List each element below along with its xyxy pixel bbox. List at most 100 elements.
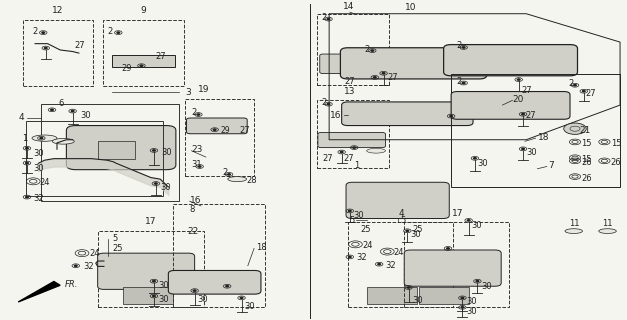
Text: 30: 30: [411, 230, 421, 239]
Text: 28: 28: [246, 176, 256, 185]
Circle shape: [371, 50, 374, 51]
FancyBboxPatch shape: [404, 250, 501, 286]
Text: 18: 18: [537, 133, 549, 142]
Circle shape: [228, 174, 230, 175]
Circle shape: [349, 210, 351, 212]
Text: 2: 2: [456, 41, 461, 50]
Circle shape: [340, 151, 343, 153]
Ellipse shape: [599, 229, 616, 234]
Bar: [41, 103, 179, 201]
FancyBboxPatch shape: [318, 132, 386, 148]
Text: 27: 27: [521, 86, 532, 95]
Circle shape: [140, 65, 143, 66]
Circle shape: [40, 138, 43, 139]
Ellipse shape: [52, 139, 74, 144]
Text: 10: 10: [404, 3, 416, 12]
Bar: [185, 99, 254, 176]
Text: 30: 30: [471, 221, 482, 230]
Text: 9: 9: [140, 6, 146, 15]
Text: 32: 32: [386, 260, 396, 270]
Text: 12: 12: [52, 6, 63, 15]
Circle shape: [476, 281, 479, 282]
FancyBboxPatch shape: [451, 92, 570, 119]
Text: 29: 29: [122, 64, 132, 73]
Text: 24: 24: [362, 241, 373, 250]
Text: 15: 15: [581, 155, 592, 164]
Bar: [317, 14, 389, 84]
Circle shape: [406, 230, 409, 231]
Bar: [172, 204, 265, 307]
Text: 8: 8: [189, 205, 195, 214]
Text: 30: 30: [33, 149, 44, 158]
Text: 27: 27: [586, 89, 596, 98]
Text: 30: 30: [353, 212, 364, 220]
FancyBboxPatch shape: [98, 253, 194, 289]
Bar: [98, 141, 135, 159]
Text: 26: 26: [581, 174, 592, 183]
Text: 25: 25: [112, 244, 122, 253]
Text: 30: 30: [413, 296, 423, 305]
Text: 27: 27: [75, 41, 85, 50]
Circle shape: [213, 129, 216, 130]
Circle shape: [197, 114, 200, 115]
Bar: [98, 231, 204, 307]
Circle shape: [154, 183, 157, 184]
FancyBboxPatch shape: [66, 125, 176, 170]
Bar: [26, 121, 164, 196]
Circle shape: [517, 79, 520, 80]
Text: 30: 30: [481, 282, 492, 291]
Text: 15: 15: [581, 139, 592, 148]
Text: 27: 27: [525, 111, 535, 120]
Text: 30: 30: [466, 298, 477, 307]
Text: 30: 30: [161, 183, 171, 192]
Ellipse shape: [228, 177, 246, 182]
Text: 32: 32: [33, 194, 44, 203]
Bar: [348, 222, 453, 307]
Text: 32: 32: [83, 262, 94, 271]
Circle shape: [446, 248, 450, 249]
Text: 25: 25: [413, 225, 423, 234]
Text: 20: 20: [512, 95, 524, 104]
Circle shape: [462, 82, 465, 84]
Circle shape: [26, 148, 28, 149]
FancyBboxPatch shape: [340, 48, 487, 79]
Text: 16: 16: [330, 111, 342, 120]
Text: 2: 2: [321, 98, 326, 107]
Text: 19: 19: [198, 85, 209, 94]
Circle shape: [473, 158, 477, 159]
Bar: [103, 20, 184, 86]
Circle shape: [450, 116, 453, 117]
FancyBboxPatch shape: [186, 118, 247, 134]
Text: 16: 16: [189, 196, 201, 205]
Circle shape: [117, 32, 120, 33]
Text: 30: 30: [162, 148, 172, 157]
Circle shape: [327, 19, 330, 20]
Circle shape: [461, 297, 464, 299]
Circle shape: [327, 103, 330, 105]
Circle shape: [522, 114, 524, 115]
Bar: [317, 100, 389, 168]
Text: 17: 17: [451, 209, 463, 218]
Text: 1: 1: [22, 134, 27, 143]
Text: 5: 5: [401, 216, 406, 225]
Text: 2: 2: [191, 108, 197, 117]
FancyBboxPatch shape: [444, 44, 577, 76]
Circle shape: [198, 166, 201, 167]
Circle shape: [152, 281, 155, 282]
Text: 24: 24: [394, 248, 404, 257]
Text: 25: 25: [361, 225, 371, 234]
Text: 30: 30: [245, 302, 255, 311]
Text: 2: 2: [569, 79, 574, 88]
Bar: [404, 222, 509, 307]
Text: 22: 22: [187, 227, 198, 236]
FancyBboxPatch shape: [342, 102, 473, 125]
Circle shape: [467, 220, 470, 221]
Text: 7: 7: [548, 161, 554, 170]
Circle shape: [75, 265, 77, 267]
Text: 5: 5: [349, 216, 354, 225]
Circle shape: [26, 162, 28, 164]
Circle shape: [564, 123, 586, 134]
Text: 18: 18: [256, 243, 266, 252]
Text: 30: 30: [159, 295, 169, 304]
Circle shape: [42, 32, 45, 33]
